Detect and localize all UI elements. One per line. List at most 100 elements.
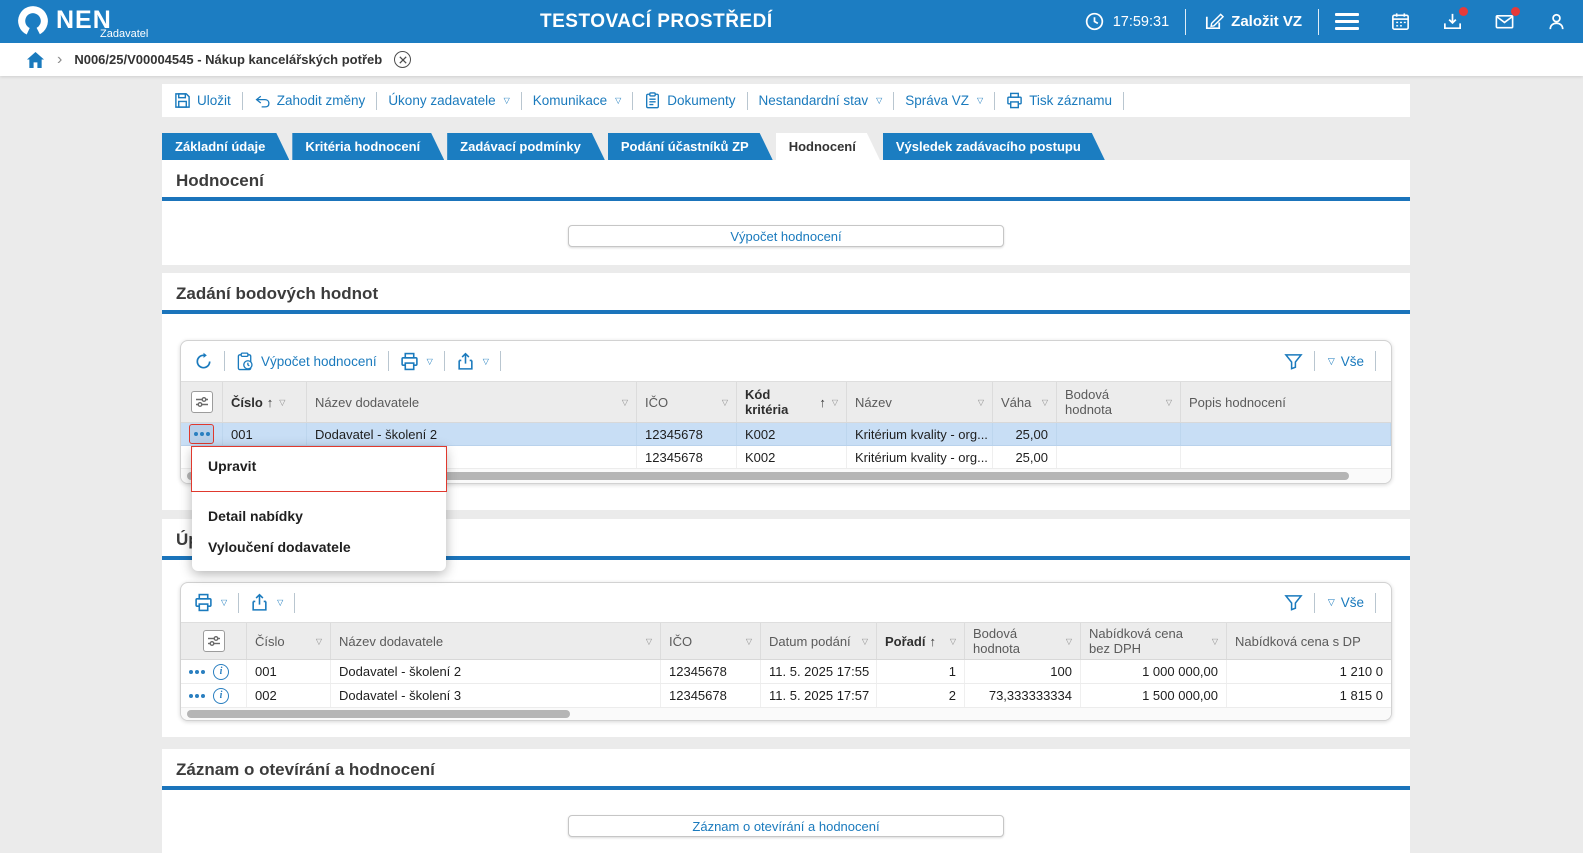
row-actions-icon[interactable] (189, 669, 205, 674)
filter-icon[interactable]: ▽ (1041, 397, 1048, 407)
table-row[interactable]: 12345678 K002 Kritérium kvality - org...… (181, 446, 1391, 469)
document-icon (646, 92, 660, 109)
col-header-bodova-hodnota[interactable]: Bodová hodnota ▽ (965, 623, 1081, 659)
home-icon[interactable] (26, 51, 45, 69)
filter-button[interactable] (1284, 352, 1303, 371)
col-header-cislo[interactable]: Číslo ↑ ▽ (223, 382, 307, 422)
filter-icon[interactable]: ▽ (745, 636, 752, 646)
sprava-vz-menu[interactable]: Správa VZ ▽ (905, 93, 984, 108)
print-grid-button[interactable]: ▽ (400, 352, 433, 371)
context-menu-item-vylouceni[interactable]: Vyloučení dodavatele (208, 539, 351, 555)
col-header-vaha[interactable]: Váha ▽ (993, 382, 1057, 422)
filter-icon[interactable]: ▽ (1165, 397, 1172, 407)
tab-zadavaci-podminky[interactable]: Zadávací podmínky (447, 133, 605, 160)
filter-button[interactable] (1284, 593, 1303, 612)
current-time: 17:59:31 (1112, 13, 1170, 30)
print-grid-button[interactable]: ▽ (194, 593, 227, 612)
col-header-bodova-hodnota[interactable]: Bodová hodnota ▽ (1057, 382, 1181, 422)
user-icon[interactable] (1545, 11, 1567, 33)
row-actions-icon[interactable] (189, 693, 205, 698)
tab-zakladni-udaje[interactable]: Základní údaje (162, 133, 289, 160)
tab-podani-ucastniku[interactable]: Podání účastníků ZP (608, 133, 773, 160)
save-icon (175, 93, 190, 108)
calc-hodnoceni-button[interactable]: Výpočet hodnocení (236, 351, 377, 371)
view-selector[interactable]: ▽ Vše (1327, 353, 1364, 369)
dokumenty-button[interactable]: Dokumenty (644, 92, 736, 109)
dropdown-icon: ▽ (876, 96, 883, 105)
breadcrumb-item[interactable]: N006/25/V00004545 - Nákup kancelářských … (74, 52, 383, 67)
filter-icon[interactable]: ▽ (721, 397, 728, 407)
nestandardni-stav-menu[interactable]: Nestandardní stav ▽ (758, 93, 883, 108)
vypocet-hodnoceni-button[interactable]: Výpočet hodnocení (568, 225, 1004, 247)
cell-nazev-dodavatele: Dodavatel - školení 2 (307, 423, 637, 445)
filter-icon[interactable]: ▽ (315, 636, 322, 646)
filter-icon[interactable]: ▽ (1211, 636, 1218, 646)
create-vz-button[interactable]: Založit VZ (1202, 11, 1302, 33)
dropdown-icon: ▽ (503, 96, 510, 105)
filter-icon[interactable]: ▽ (831, 397, 838, 407)
mail-icon[interactable] (1493, 6, 1520, 33)
table-row[interactable]: i 002 Dodavatel - školení 3 12345678 11.… (181, 684, 1391, 708)
print-record-button[interactable]: Tisk záznamu (1006, 92, 1112, 109)
tab-vysledek[interactable]: Výsledek zadávacího postupu (883, 133, 1105, 160)
filter-icon[interactable]: ▽ (861, 636, 868, 646)
cell-kod: K002 (737, 446, 847, 468)
info-icon[interactable]: i (213, 687, 229, 704)
zaznam-oteviran-button[interactable]: Záznam o otevírání a hodnocení (568, 815, 1004, 837)
col-header-poradi[interactable]: Pořadí ↑ ▽ (877, 623, 965, 659)
col-header-nazev-dodavatele[interactable]: Název dodavatele ▽ (307, 382, 637, 422)
export-button[interactable]: ▽ (250, 593, 283, 612)
close-tab-icon[interactable] (394, 51, 412, 68)
cell-ico: 12345678 (637, 423, 737, 445)
cell-datum: 11. 5. 2025 17:55 (761, 660, 877, 683)
ukony-zadavatele-menu[interactable]: Úkony zadavatele ▽ (388, 93, 510, 108)
inbox-download-icon[interactable] (1441, 6, 1468, 33)
export-button[interactable]: ▽ (456, 352, 489, 371)
col-header-cislo[interactable]: Číslo ▽ (247, 623, 331, 659)
refresh-button[interactable] (194, 352, 213, 371)
cell-vaha: 25,00 (993, 446, 1057, 468)
column-settings-icon[interactable] (190, 391, 213, 413)
scrollbar-thumb[interactable] (187, 472, 1350, 480)
section-accent-line (162, 786, 1410, 790)
filter-icon[interactable]: ▽ (1065, 636, 1072, 646)
col-header-datum-podani[interactable]: Datum podání ▽ (761, 623, 877, 659)
komunikace-menu[interactable]: Komunikace ▽ (532, 93, 622, 108)
tab-hodnoceni[interactable]: Hodnocení (776, 133, 880, 160)
col-header-nazev-dodavatele[interactable]: Název dodavatele ▽ (331, 623, 661, 659)
row-actions-icon[interactable] (189, 424, 214, 444)
divider (224, 351, 225, 371)
filter-funnel-icon (1284, 353, 1303, 370)
column-settings-icon[interactable] (202, 630, 225, 652)
context-menu-item-detail-nabidky[interactable]: Detail nabídky (208, 508, 303, 524)
nen-logo[interactable]: NEN Zadavatel (16, 4, 148, 40)
filter-icon[interactable]: ▽ (949, 636, 956, 646)
col-header-ico[interactable]: IČO ▽ (637, 382, 737, 422)
tab-kriteria-hodnoceni[interactable]: Kritéria hodnocení (292, 133, 444, 160)
context-menu-item-upravit[interactable]: Upravit (208, 458, 257, 474)
col-header-ico[interactable]: IČO ▽ (661, 623, 761, 659)
col-header-kod-kriteria[interactable]: Kód kritéria ↑ ▽ (737, 382, 847, 422)
col-header-popis[interactable]: Popis hodnocení (1189, 394, 1286, 410)
col-header-cena-bez-dph[interactable]: Nabídková cena bez DPH ▽ (1081, 623, 1227, 659)
info-icon[interactable]: i (213, 663, 229, 680)
cell-nazev-dodavatele: Dodavatel - školení 2 (331, 660, 661, 683)
table-row[interactable]: 001 Dodavatel - školení 2 12345678 K002 … (181, 423, 1391, 446)
discard-changes-button[interactable]: Zahodit změny (254, 92, 365, 109)
calc-icon (237, 351, 253, 370)
nen-ring-icon (18, 5, 48, 36)
filter-icon[interactable]: ▽ (645, 636, 652, 646)
col-header-cena-s-dph[interactable]: Nabídková cena s DP (1235, 633, 1361, 649)
menu-icon[interactable] (1335, 13, 1359, 30)
table-row[interactable]: i 001 Dodavatel - školení 2 12345678 11.… (181, 660, 1391, 684)
col-header-nazev[interactable]: Název ▽ (847, 382, 993, 422)
filter-icon[interactable]: ▽ (279, 397, 286, 407)
filter-icon[interactable]: ▽ (621, 397, 628, 407)
calendar-icon[interactable] (1389, 11, 1411, 33)
scrollbar-thumb[interactable] (187, 710, 571, 718)
save-button[interactable]: Uložit (174, 92, 231, 109)
cell-nazev-dodavatele: Dodavatel - školení 3 (331, 684, 661, 707)
filter-icon[interactable]: ▽ (977, 397, 984, 407)
view-selector[interactable]: ▽ Vše (1327, 595, 1364, 610)
grid-header-row: Číslo ↑ ▽ Název dodavatele ▽ IČO ▽ Kód k… (181, 381, 1391, 423)
